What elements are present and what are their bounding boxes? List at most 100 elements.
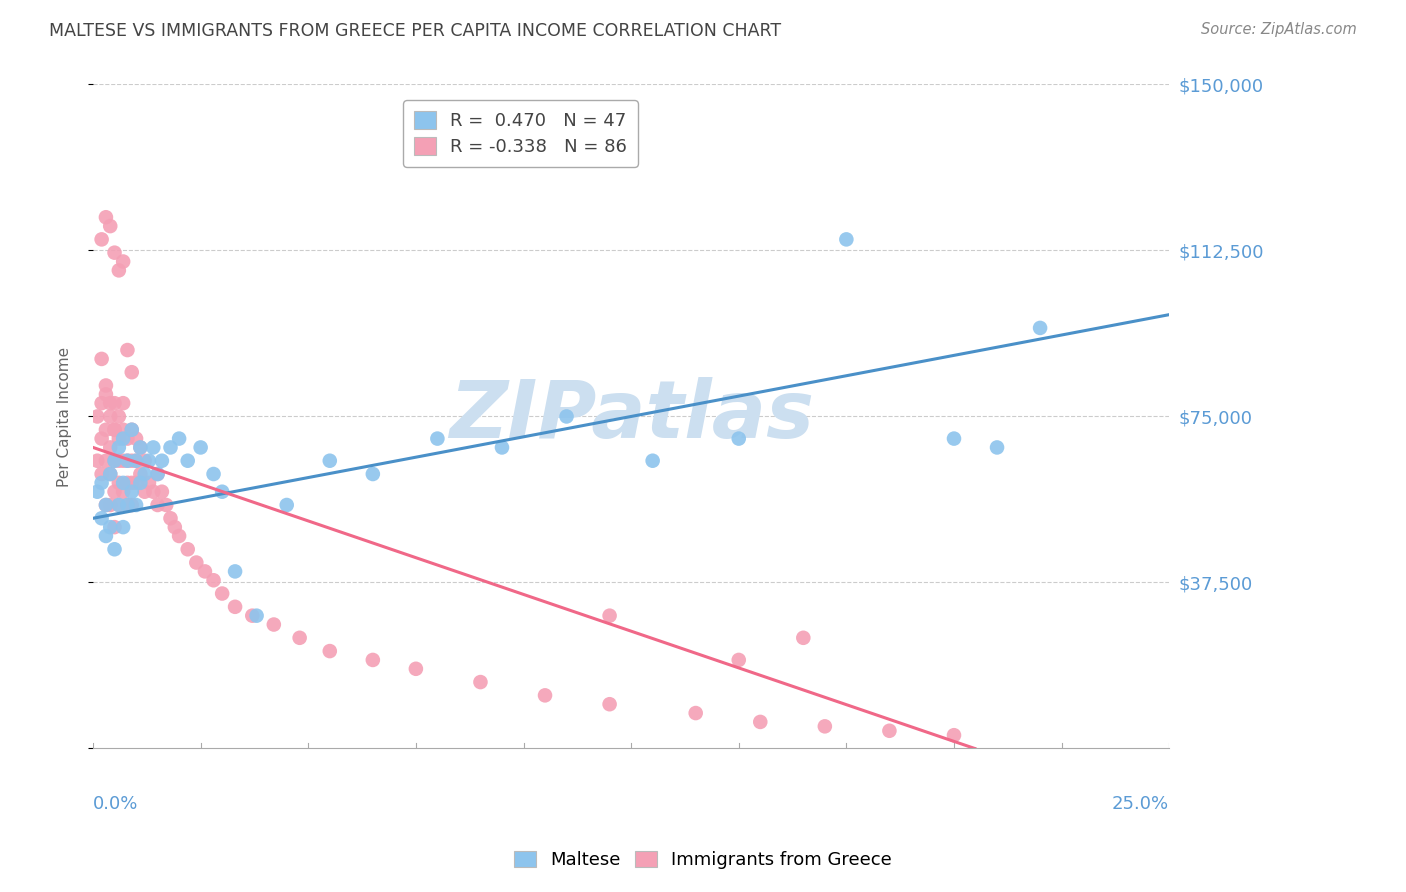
Point	[943, 728, 966, 742]
Point	[814, 719, 837, 733]
Point	[90, 511, 112, 525]
Point	[94, 529, 117, 543]
Point	[202, 467, 225, 481]
Point	[117, 343, 139, 357]
Point	[112, 454, 135, 468]
Point	[361, 653, 384, 667]
Point	[749, 714, 772, 729]
Point	[125, 454, 148, 468]
Point	[117, 498, 139, 512]
Point	[98, 467, 121, 481]
Point	[129, 441, 152, 455]
Point	[117, 454, 139, 468]
Point	[103, 542, 125, 557]
Point	[211, 484, 233, 499]
Point	[792, 631, 814, 645]
Point	[117, 498, 139, 512]
Point	[146, 467, 169, 481]
Point	[155, 498, 177, 512]
Point	[1029, 321, 1052, 335]
Point	[240, 608, 263, 623]
Point	[108, 409, 131, 424]
Point	[103, 454, 125, 468]
Point	[108, 454, 131, 468]
Point	[108, 263, 131, 277]
Point	[117, 432, 139, 446]
Point	[90, 351, 112, 366]
Point	[103, 484, 125, 499]
Point	[90, 467, 112, 481]
Point	[90, 475, 112, 490]
Point	[121, 484, 143, 499]
Point	[121, 423, 143, 437]
Point	[121, 475, 143, 490]
Point	[159, 441, 181, 455]
Point	[426, 432, 449, 446]
Point	[641, 454, 664, 468]
Text: MALTESE VS IMMIGRANTS FROM GREECE PER CAPITA INCOME CORRELATION CHART: MALTESE VS IMMIGRANTS FROM GREECE PER CA…	[49, 22, 782, 40]
Point	[112, 254, 135, 268]
Point	[163, 520, 186, 534]
Point	[134, 467, 156, 481]
Point	[599, 608, 621, 623]
Point	[98, 520, 121, 534]
Point	[134, 454, 156, 468]
Point	[405, 662, 427, 676]
Point	[98, 498, 121, 512]
Point	[727, 432, 749, 446]
Point	[86, 484, 108, 499]
Legend: R =  0.470   N = 47, R = -0.338   N = 86: R = 0.470 N = 47, R = -0.338 N = 86	[404, 100, 638, 167]
Point	[98, 467, 121, 481]
Point	[555, 409, 578, 424]
Point	[94, 211, 117, 225]
Point	[943, 432, 966, 446]
Point	[94, 423, 117, 437]
Point	[470, 675, 492, 690]
Point	[167, 432, 190, 446]
Point	[94, 378, 117, 392]
Point	[117, 454, 139, 468]
Point	[108, 498, 131, 512]
Point	[138, 454, 160, 468]
Text: Source: ZipAtlas.com: Source: ZipAtlas.com	[1201, 22, 1357, 37]
Point	[224, 599, 246, 614]
Point	[94, 387, 117, 401]
Point	[685, 706, 707, 720]
Point	[224, 565, 246, 579]
Text: 25.0%: 25.0%	[1112, 795, 1170, 813]
Point	[94, 454, 117, 468]
Point	[112, 432, 135, 446]
Point	[103, 396, 125, 410]
Point	[94, 498, 117, 512]
Point	[117, 475, 139, 490]
Point	[599, 697, 621, 711]
Point	[103, 423, 125, 437]
Point	[727, 653, 749, 667]
Point	[98, 409, 121, 424]
Point	[90, 232, 112, 246]
Point	[202, 574, 225, 588]
Point	[103, 245, 125, 260]
Point	[159, 511, 181, 525]
Point	[112, 423, 135, 437]
Point	[121, 365, 143, 379]
Point	[86, 409, 108, 424]
Point	[129, 475, 152, 490]
Point	[167, 529, 190, 543]
Point	[146, 498, 169, 512]
Text: 0.0%: 0.0%	[93, 795, 138, 813]
Point	[263, 617, 285, 632]
Point	[112, 475, 135, 490]
Text: ZIPatlas: ZIPatlas	[449, 377, 814, 456]
Point	[90, 396, 112, 410]
Point	[90, 432, 112, 446]
Point	[146, 467, 169, 481]
Point	[246, 608, 269, 623]
Point	[142, 441, 165, 455]
Point	[121, 423, 143, 437]
Point	[103, 454, 125, 468]
Point	[276, 498, 298, 512]
Point	[177, 454, 200, 468]
Point	[134, 484, 156, 499]
Point	[112, 484, 135, 499]
